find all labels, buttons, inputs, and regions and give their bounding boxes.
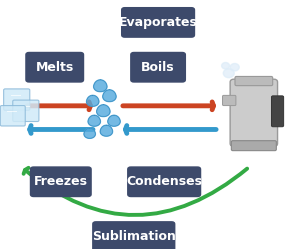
FancyBboxPatch shape	[30, 166, 92, 197]
Polygon shape	[108, 115, 120, 126]
Text: Evaporates: Evaporates	[119, 16, 198, 29]
Circle shape	[223, 69, 234, 78]
FancyBboxPatch shape	[25, 52, 84, 83]
Text: Boils: Boils	[141, 61, 175, 74]
Text: Condenses: Condenses	[126, 175, 202, 188]
FancyBboxPatch shape	[235, 76, 273, 86]
Polygon shape	[94, 80, 107, 92]
FancyBboxPatch shape	[121, 7, 195, 38]
FancyBboxPatch shape	[130, 52, 186, 83]
FancyBboxPatch shape	[13, 100, 39, 122]
FancyBboxPatch shape	[127, 166, 201, 197]
FancyBboxPatch shape	[4, 89, 30, 110]
Circle shape	[222, 62, 230, 69]
Polygon shape	[97, 105, 110, 117]
Polygon shape	[87, 95, 99, 106]
FancyBboxPatch shape	[231, 141, 276, 151]
Text: Freezes: Freezes	[34, 175, 88, 188]
Polygon shape	[100, 125, 112, 136]
Text: Sublimation: Sublimation	[92, 230, 176, 243]
Polygon shape	[103, 90, 116, 102]
FancyBboxPatch shape	[271, 96, 284, 127]
Polygon shape	[84, 128, 95, 138]
FancyBboxPatch shape	[230, 79, 278, 146]
Text: Melts: Melts	[36, 61, 74, 74]
Polygon shape	[88, 115, 100, 126]
FancyBboxPatch shape	[92, 221, 175, 249]
Circle shape	[230, 63, 239, 71]
FancyBboxPatch shape	[0, 106, 25, 126]
FancyBboxPatch shape	[223, 95, 236, 106]
